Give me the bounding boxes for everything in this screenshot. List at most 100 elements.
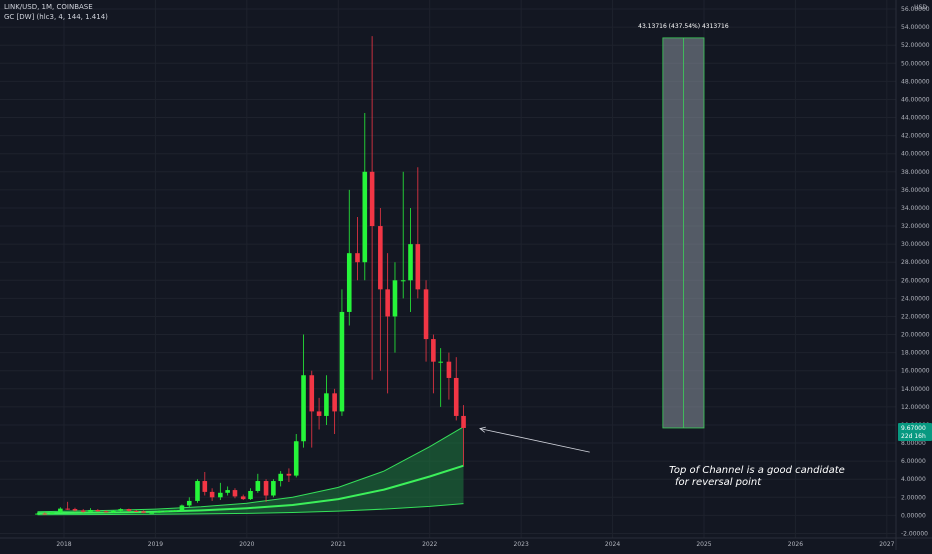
y-tick-label: 36.00000 xyxy=(901,187,930,194)
candle-body xyxy=(392,280,398,317)
measure-label: 43.13716 (437.54%) 4313716 xyxy=(638,23,729,30)
y-tick-label: 44.00000 xyxy=(901,115,930,122)
annotation-arrow-head xyxy=(479,426,486,433)
y-tick-label: 14.00000 xyxy=(901,386,930,393)
candle-body xyxy=(263,481,269,496)
y-tick-label: 56.00000 xyxy=(901,6,930,13)
y-tick-label: 52.00000 xyxy=(901,42,930,49)
candle-body xyxy=(453,377,459,416)
y-tick-label: 26.00000 xyxy=(901,277,930,284)
y-tick-label: 42.00000 xyxy=(901,133,930,140)
channel-top-line xyxy=(37,426,464,513)
y-tick-label: 22.00000 xyxy=(901,313,930,320)
candle-body xyxy=(225,490,230,493)
candle-body xyxy=(179,505,185,511)
candle-body xyxy=(156,511,162,513)
y-tick-label: 24.00000 xyxy=(901,295,930,302)
candle-body xyxy=(324,393,329,416)
candle-body xyxy=(461,415,466,428)
candle-body xyxy=(378,226,383,290)
y-tick-label: 20.00000 xyxy=(901,332,930,339)
x-tick-label: 2026 xyxy=(788,541,803,548)
candle-body xyxy=(218,492,223,498)
candle-body xyxy=(42,513,48,515)
y-tick-label: 4.00000 xyxy=(901,476,926,483)
candle-body xyxy=(362,171,368,263)
candle-body xyxy=(88,509,93,512)
candle-body xyxy=(369,171,375,227)
candle-body xyxy=(80,510,86,512)
y-tick-label: 28.00000 xyxy=(901,259,930,266)
candle-body xyxy=(164,510,169,512)
x-tick-label: 2025 xyxy=(696,541,711,548)
y-tick-label: 16.00000 xyxy=(901,368,930,375)
channel-layer xyxy=(37,426,464,516)
candle-body xyxy=(111,510,116,513)
candle-body xyxy=(316,411,322,416)
currency-label: USD xyxy=(914,4,927,11)
candle-body xyxy=(232,490,238,497)
candle-body xyxy=(255,481,261,491)
y-tick-label: 46.00000 xyxy=(901,96,930,103)
x-tick-label: 2018 xyxy=(56,541,71,548)
candle-body xyxy=(240,496,246,500)
candle-body xyxy=(141,511,146,513)
last-price-tag xyxy=(898,422,932,441)
candle-body xyxy=(286,473,292,476)
x-tick-label: 2022 xyxy=(422,541,437,548)
y-tick-label: 32.00000 xyxy=(901,223,930,230)
indicator-header: GC [DW] (hlc3, 4, 144, 1.414) xyxy=(4,13,108,21)
x-tick-label: 2024 xyxy=(605,541,620,548)
y-tick-label: 0.00000 xyxy=(901,512,926,519)
candle-body xyxy=(423,289,429,340)
candle-body xyxy=(438,361,443,363)
y-tick-label: 6.00000 xyxy=(901,458,926,465)
candle-body xyxy=(408,244,413,281)
y-tick-label: 12.00000 xyxy=(901,404,930,411)
symbol-header: LINK/USD, 1M, COINBASE xyxy=(4,3,93,11)
candle-body xyxy=(172,510,177,512)
candle-body xyxy=(385,289,390,317)
y-tick-label: 48.00000 xyxy=(901,78,930,85)
y-tick-label: 40.00000 xyxy=(901,151,930,158)
annotation-text-line1: Top of Channel is a good candidate xyxy=(669,465,845,476)
candle-layer xyxy=(35,36,466,515)
channel-band xyxy=(37,426,464,515)
annotation-arrow-shaft xyxy=(479,428,590,453)
y-tick-label: 38.00000 xyxy=(901,169,930,176)
candle-body xyxy=(400,280,406,282)
candle-body xyxy=(58,508,63,513)
candle-body xyxy=(293,441,299,476)
candle-body xyxy=(202,481,208,492)
candle-body xyxy=(301,375,306,442)
candle-body xyxy=(248,490,253,500)
y-tick-label: 30.00000 xyxy=(901,241,930,248)
y-tick-label: 2.00000 xyxy=(901,494,926,501)
candle-body xyxy=(72,509,78,511)
channel-mid-line xyxy=(37,464,464,515)
x-tick-label: 2023 xyxy=(514,541,529,548)
candle-body xyxy=(332,393,337,412)
candle-body xyxy=(149,512,155,514)
candle-body xyxy=(271,481,276,496)
candle-body xyxy=(346,253,352,312)
y-tick-label: 18.00000 xyxy=(901,350,930,357)
candle-body xyxy=(355,253,360,263)
last-price-countdown: 22d 16h xyxy=(901,433,926,440)
x-tick-label: 2020 xyxy=(239,541,254,548)
candle-body xyxy=(339,311,345,412)
candle-body xyxy=(209,491,215,498)
y-tick-label: 34.00000 xyxy=(901,205,930,212)
candle-body xyxy=(95,509,101,512)
candle-body xyxy=(446,361,452,378)
x-tick-label: 2019 xyxy=(148,541,163,548)
measure-layer: 43.13716 (437.54%) 4313716 xyxy=(638,23,729,429)
annotation-text-line2: for reversal point xyxy=(675,477,762,488)
candle-body xyxy=(278,473,283,482)
candle-body xyxy=(126,509,132,511)
channel-bottom-line xyxy=(37,503,464,516)
